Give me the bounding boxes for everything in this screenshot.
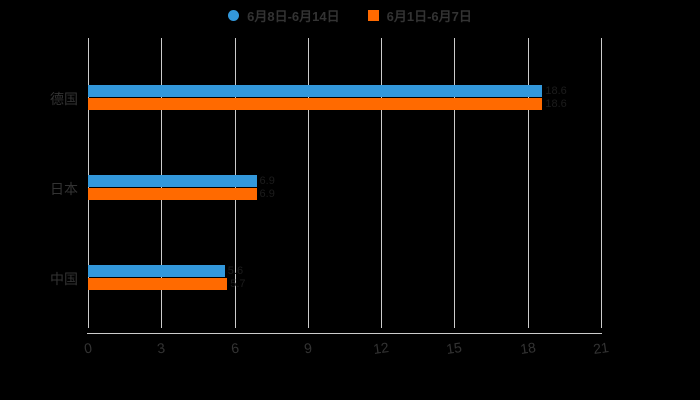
gridline-x-9 [307, 38, 309, 328]
gridline-x-21 [601, 38, 602, 328]
bar-value-label-中国-series1: 5.7 [230, 277, 246, 290]
x-tick-label-21: 21 [592, 338, 610, 358]
x-tick-label-9: 9 [302, 339, 313, 357]
bar-日本-series1[interactable] [88, 187, 257, 200]
category-label-0: 德国 [50, 90, 78, 107]
legend-label-week2: 6月8日-6月14日 [247, 9, 340, 24]
x-tick-label-15: 15 [445, 338, 464, 358]
legend-item-week2[interactable]: 6月8日-6月14日 [228, 6, 340, 25]
gridline-x-18 [527, 38, 529, 328]
legend-label-week1: 6月1日-6月7日 [386, 9, 472, 24]
legend-item-week1[interactable]: 6月1日-6月7日 [367, 6, 472, 25]
bar-中国-series1[interactable] [88, 277, 228, 290]
x-tick-label-6: 6 [229, 339, 240, 357]
bar-德国-series1[interactable] [88, 97, 543, 110]
x-tick-label-18: 18 [518, 338, 537, 358]
bar-value-label-德国-series1: 18.6 [545, 97, 567, 110]
legend-circle-marker-icon [228, 10, 240, 21]
legend-square-marker-icon [367, 10, 379, 21]
category-label-1: 日本 [50, 180, 78, 197]
chart-legend: 6月8日-6月14日 6月1日-6月7日 [0, 6, 700, 25]
x-tick-label-12: 12 [372, 338, 390, 358]
x-tick-label-0: 0 [83, 339, 93, 357]
bar-中国-series0[interactable] [88, 264, 225, 277]
bar-value-label-日本-series0: 6.9 [259, 174, 275, 187]
bar-value-label-日本-series1: 6.9 [259, 187, 275, 200]
gridline-x-15 [454, 38, 456, 328]
bar-日本-series0[interactable] [88, 174, 257, 187]
category-label-2: 中国 [50, 270, 78, 287]
bar-德国-series0[interactable] [88, 84, 543, 97]
x-tick-label-3: 3 [156, 339, 167, 357]
x-axis-line [87, 333, 602, 334]
bar-value-label-中国-series0: 5.6 [227, 264, 244, 277]
gridline-x-12 [381, 38, 383, 328]
bar-value-label-德国-series0: 18.6 [545, 84, 567, 97]
